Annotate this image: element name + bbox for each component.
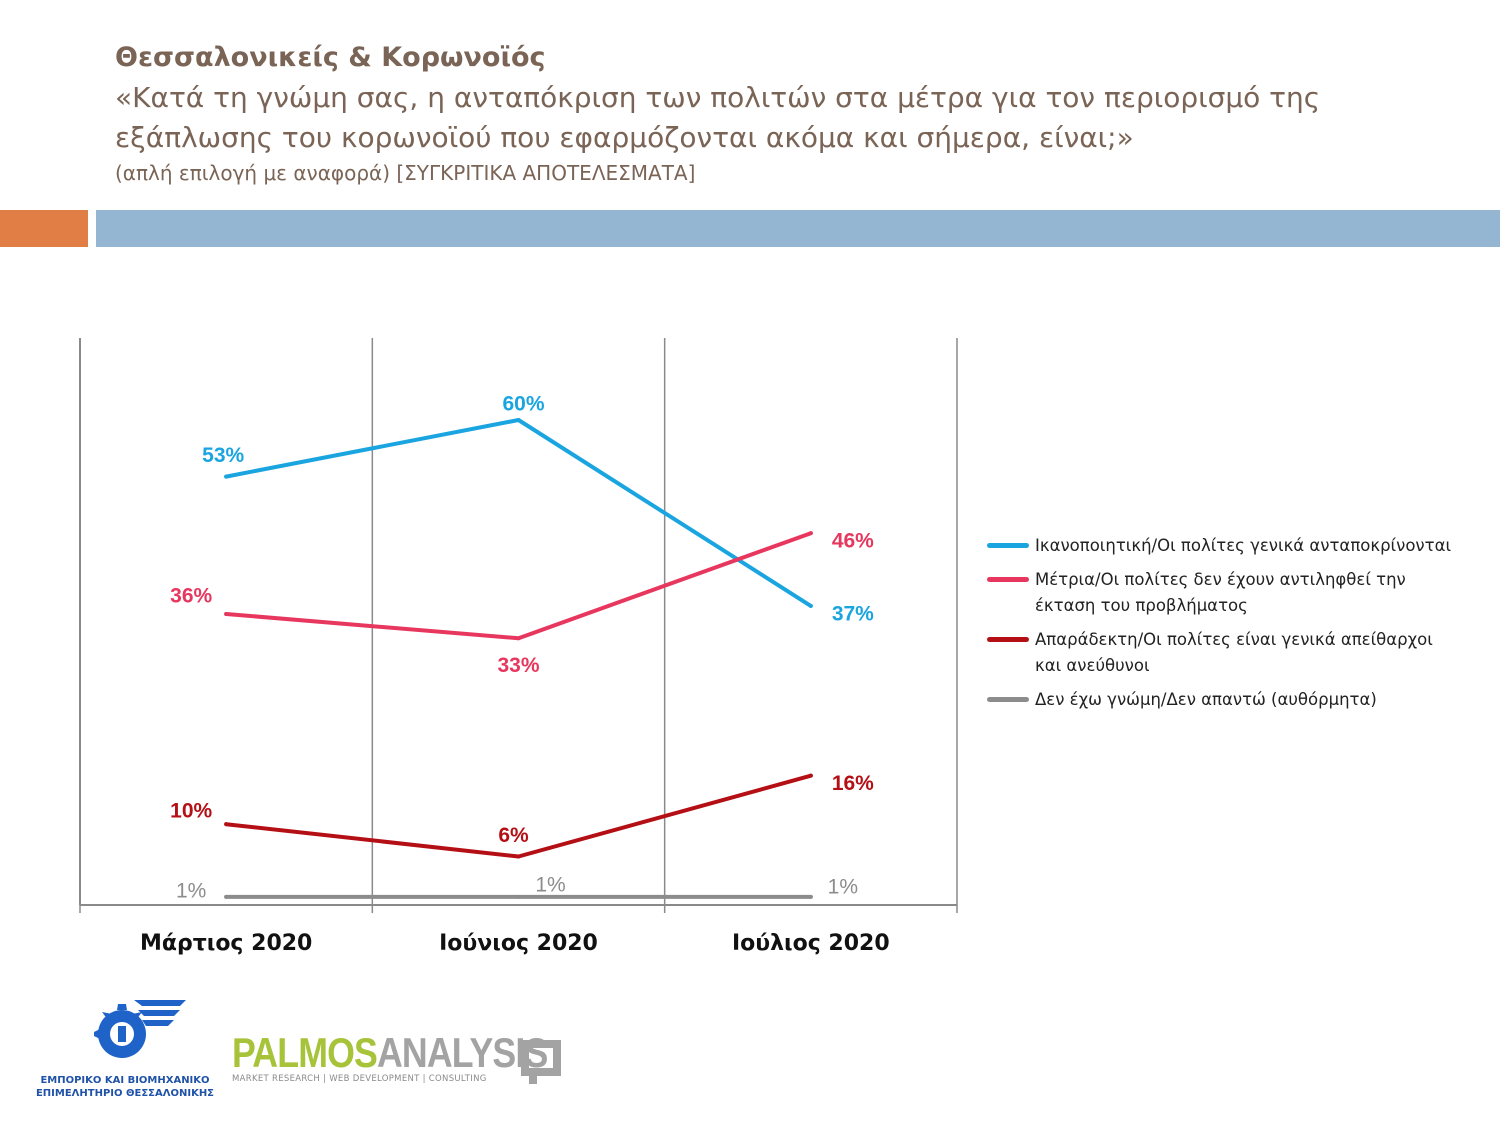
question-line-1: «Κατά τη γνώμη σας, η ανταπόκριση των πο… <box>115 81 1321 114</box>
brand-wordmark: PALMOSANALYSIS <box>232 1032 548 1074</box>
data-label: 6% <box>498 824 529 847</box>
legend-item: Μέτρια/Οι πολίτες δεν έχουν αντιληφθεί τ… <box>985 567 1455 619</box>
data-point <box>224 612 229 616</box>
data-label: 1% <box>828 875 858 898</box>
data-point <box>516 418 521 422</box>
legend-swatch <box>987 577 1029 582</box>
data-point <box>224 474 229 479</box>
data-label: 10% <box>170 800 212 823</box>
slide-title: Θεσσαλονικείς & Κορωνοϊός <box>115 42 546 73</box>
series-line <box>224 418 813 608</box>
data-point <box>808 531 813 536</box>
chamber-logo: ΕΜΠΟΡΙΚΟ ΚΑΙ ΒΙΟΜΗΧΑΝΙΚΟ ΕΠΙΜΕΛΗΤΗΡΙΟ ΘΕ… <box>20 998 230 1108</box>
chamber-caption-line-2: ΕΠΙΜΕΛΗΤΗΡΙΟ ΘΕΣΣΑΛΟΝΙΚΗΣ <box>35 1088 215 1099</box>
question-line-2: εξάπλωσης του κορωνοϊού που εφαρμόζονται… <box>115 121 1134 154</box>
legend-item: Δεν έχω γνώμη/Δεν απαντώ (αυθόρμητα) <box>985 687 1455 713</box>
chamber-emblem-icon <box>94 1000 186 1058</box>
brand-tagline: MARKET RESEARCH | WEB DEVELOPMENT | CONS… <box>232 1074 487 1084</box>
legend-label: Ικανοποιητική/Οι πολίτες γενικά ανταποκρ… <box>1035 536 1452 555</box>
legend-item: Απαράδεκτη/Οι πολίτες είναι γενικά απείθ… <box>985 627 1455 679</box>
x-tick-label: Μάρτιος 2020 <box>140 931 312 956</box>
data-point <box>224 894 229 899</box>
data-label: 37% <box>832 602 874 625</box>
x-tick-label: Ιούνιος 2020 <box>439 931 598 956</box>
data-label: 16% <box>832 772 874 795</box>
chamber-caption: ΕΜΠΟΡΙΚΟ ΚΑΙ ΒΙΟΜΗΧΑΝΙΚΟ ΕΠΙΜΕΛΗΤΗΡΙΟ ΘΕ… <box>20 1074 230 1100</box>
data-label: 60% <box>502 393 544 416</box>
x-tick-label: Ιούλιος 2020 <box>732 931 890 956</box>
slide-header: Θεσσαλονικείς & Κορωνοϊός «Κατά τη γνώμη… <box>115 38 1475 188</box>
accent-bar-blue <box>96 210 1500 247</box>
question-note: (απλή επιλογή με αναφορά) [ΣΥΓΚΡΙΤΙΚΑ ΑΠ… <box>115 161 696 185</box>
brand-square-icon <box>521 1040 561 1084</box>
legend-item: Ικανοποιητική/Οι πολίτες γενικά ανταποκρ… <box>985 533 1455 559</box>
data-point <box>808 894 813 899</box>
data-label: 33% <box>497 654 539 677</box>
legend-swatch <box>987 637 1029 642</box>
legend-label: Μέτρια/Οι πολίτες δεν έχουν αντιληφθεί τ… <box>1035 570 1406 615</box>
data-point <box>224 822 229 827</box>
chamber-caption-line-1: ΕΜΠΟΡΙΚΟ ΚΑΙ ΒΙΟΜΗΧΑΝΙΚΟ <box>40 1075 210 1086</box>
legend-swatch <box>987 543 1029 548</box>
legend-swatch <box>987 697 1029 702</box>
data-point <box>516 894 521 899</box>
accent-bar-orange <box>0 210 88 247</box>
data-label: 1% <box>176 879 206 902</box>
brand-part-1: PALMOS <box>232 1029 378 1076</box>
data-label: 46% <box>832 530 874 553</box>
data-label: 36% <box>170 585 212 608</box>
legend-label: Απαράδεκτη/Οι πολίτες είναι γενικά απείθ… <box>1035 630 1433 675</box>
data-point <box>516 854 521 859</box>
data-point <box>808 603 813 608</box>
palmos-analysis-logo: PALMOSANALYSIS MARKET RESEARCH | WEB DEV… <box>232 1032 592 1093</box>
data-label: 53% <box>202 444 244 467</box>
data-point <box>808 773 813 778</box>
legend-label: Δεν έχω γνώμη/Δεν απαντώ (αυθόρμητα) <box>1035 690 1377 709</box>
data-point <box>516 636 521 641</box>
data-label: 1% <box>535 873 565 896</box>
chart-legend: Ικανοποιητική/Οι πολίτες γενικά ανταποκρ… <box>985 533 1455 721</box>
brand-part-2: ANALYSIS <box>376 1029 548 1076</box>
